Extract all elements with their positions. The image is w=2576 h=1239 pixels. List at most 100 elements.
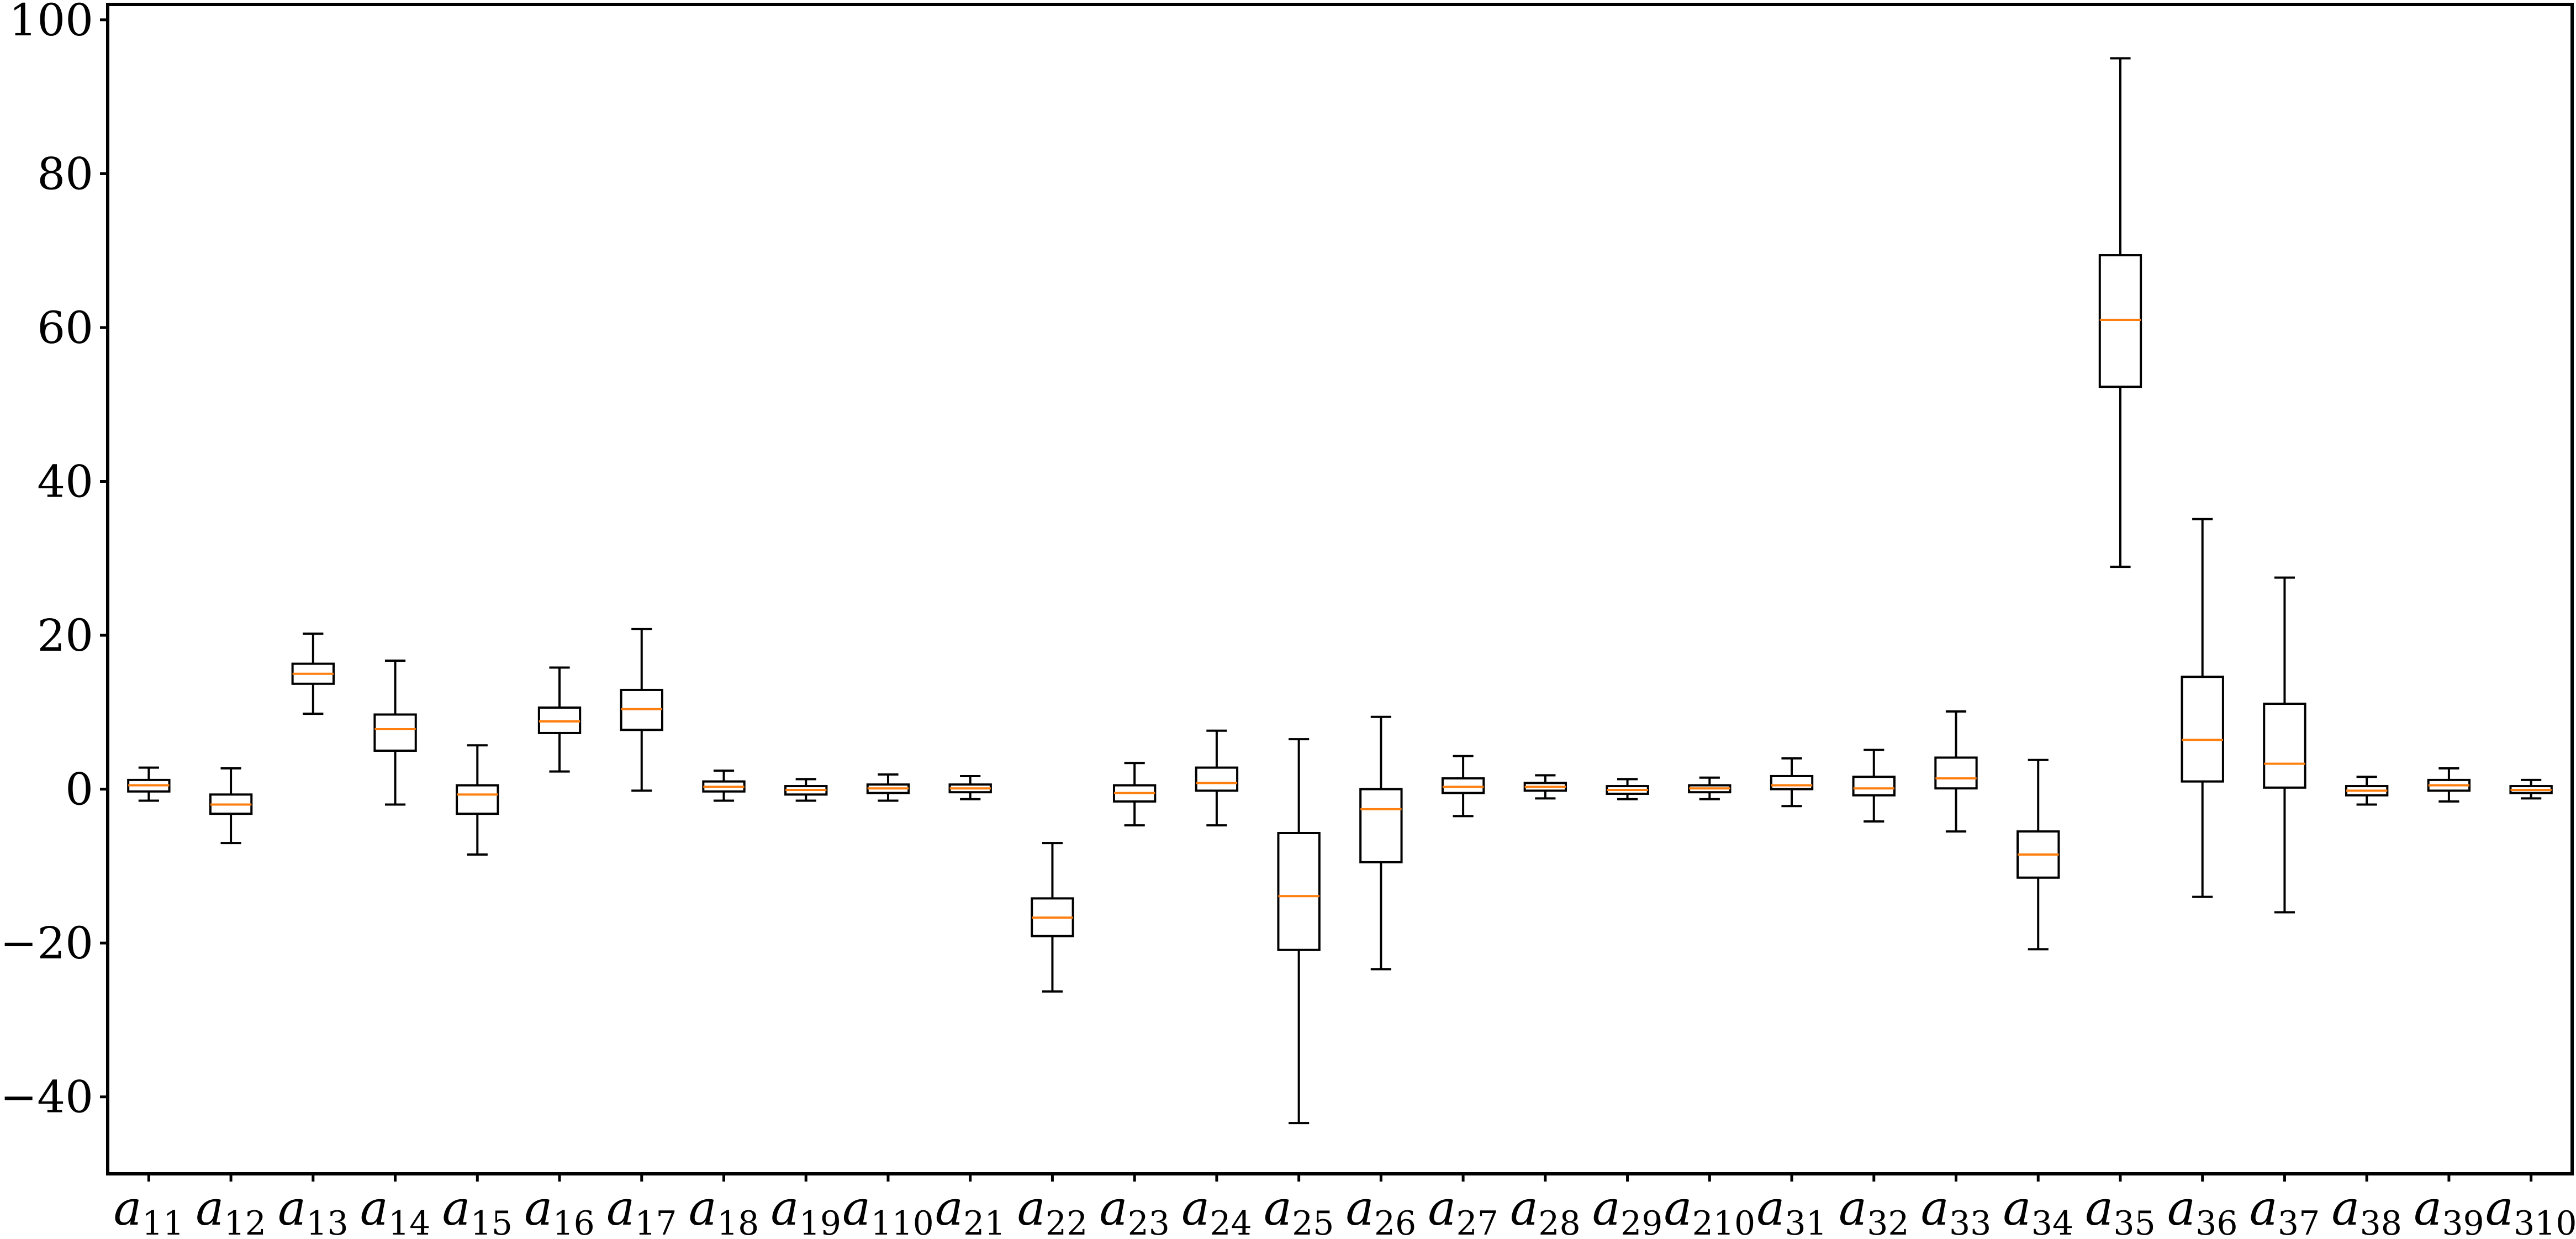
x-tick-label-base: a	[2003, 1181, 2031, 1236]
x-tick-label-subscript: 36	[2195, 1204, 2237, 1239]
box-a37	[2263, 576, 2306, 914]
iqr-box	[1277, 832, 1321, 951]
box-a21	[948, 774, 992, 800]
x-tick-label: a24	[1181, 1181, 1252, 1239]
box-a22	[1031, 842, 1074, 993]
x-tick-label: a36	[2167, 1181, 2238, 1239]
x-tick-label-base: a	[770, 1181, 799, 1236]
x-tick-label: a18	[689, 1181, 759, 1239]
x-tick-label-base: a	[2485, 1181, 2514, 1236]
x-tick-label: a12	[196, 1181, 266, 1239]
x-tick-label-base: a	[1510, 1181, 1538, 1236]
x-tick-label-base: a	[2414, 1181, 2442, 1236]
iqr-box	[1359, 788, 1403, 863]
x-tick-label-subscript: 310	[2514, 1204, 2576, 1239]
x-tick-label: a14	[360, 1181, 431, 1239]
x-tick-label-base: a	[1346, 1181, 1374, 1236]
box-a110	[866, 773, 910, 802]
plot-marks	[127, 57, 2553, 1125]
box-a15	[456, 744, 499, 856]
iqr-box	[1441, 777, 1485, 794]
x-tick-label: a15	[442, 1181, 513, 1239]
x-tick-label-base: a	[1181, 1181, 1210, 1236]
x-tick-label-subscript: 16	[552, 1204, 594, 1239]
x-tick-label: a29	[1592, 1181, 1663, 1239]
x-tick-label-subscript: 19	[799, 1204, 841, 1239]
iqr-box	[1195, 766, 1239, 792]
x-tick-label-subscript: 33	[1949, 1204, 1991, 1239]
iqr-box	[2263, 703, 2306, 789]
box-a19	[784, 778, 828, 802]
iqr-box	[2181, 676, 2224, 783]
x-tick-label-subscript: 15	[471, 1204, 513, 1239]
iqr-box	[456, 784, 499, 815]
x-tick-label-base: a	[2167, 1181, 2195, 1236]
box-a11	[127, 766, 171, 802]
y-tick-label: −20	[0, 918, 93, 969]
x-tick-label-base: a	[1921, 1181, 1949, 1236]
x-tick-label: a27	[1428, 1181, 1498, 1239]
y-tick-label: 40	[37, 456, 93, 508]
y-tick-label: −40	[0, 1072, 93, 1123]
x-tick-label: a110	[842, 1181, 934, 1239]
box-a16	[537, 666, 582, 773]
box-a31	[1770, 757, 1814, 808]
x-tick-label: a19	[770, 1181, 841, 1239]
box-a33	[1934, 710, 1978, 833]
iqr-box	[2098, 254, 2142, 388]
x-tick-label-subscript: 34	[2031, 1204, 2073, 1239]
x-tick-label-subscript: 110	[870, 1204, 934, 1239]
x-tick-label-subscript: 25	[1292, 1204, 1334, 1239]
y-tick-label: 100	[9, 0, 93, 46]
x-tick-label-subscript: 26	[1374, 1204, 1416, 1239]
x-tick-label-base: a	[2250, 1181, 2278, 1236]
x-tick-label-base: a	[278, 1181, 306, 1236]
x-tick-label-subscript: 210	[1692, 1204, 1756, 1239]
box-a25	[1277, 738, 1321, 1125]
x-tick-label: a26	[1346, 1181, 1417, 1239]
iqr-box	[373, 713, 417, 752]
x-tick-label: a310	[2485, 1181, 2576, 1239]
iqr-box	[537, 706, 582, 734]
box-a12	[209, 767, 253, 845]
x-tick-label-base: a	[1592, 1181, 1620, 1236]
box-a310	[2509, 778, 2553, 800]
x-axis: a11 a12 a13 a14 a15 a16 a17 a18 a19 a110 a21 a22 a23…	[114, 1174, 2576, 1239]
x-tick-label-base: a	[360, 1181, 388, 1236]
x-tick-label-base: a	[114, 1181, 142, 1236]
x-tick-label-base: a	[1839, 1181, 1867, 1236]
iqr-box	[1770, 774, 1814, 790]
x-tick-label: a210	[1664, 1181, 1755, 1239]
y-axis: −40 −20 0 20 40 60 80 100	[0, 0, 108, 1123]
iqr-box	[1934, 756, 1978, 790]
box-a210	[1688, 776, 1732, 800]
x-tick-label-subscript: 39	[2442, 1204, 2484, 1239]
x-tick-label-subscript: 21	[963, 1204, 1005, 1239]
box-a27	[1441, 755, 1485, 818]
box-a32	[1852, 748, 1896, 823]
x-tick-label-base: a	[1756, 1181, 1785, 1236]
x-tick-label: a16	[524, 1181, 595, 1239]
box-a35	[2098, 57, 2142, 568]
x-tick-label: a39	[2414, 1181, 2484, 1239]
x-tick-label-base: a	[196, 1181, 224, 1236]
x-tick-label: a37	[2250, 1181, 2320, 1239]
box-a34	[2017, 758, 2060, 951]
x-tick-label: a33	[1921, 1181, 1992, 1239]
box-a29	[1606, 778, 1649, 800]
x-tick-label: a23	[1099, 1181, 1170, 1239]
y-tick-label: 20	[37, 610, 93, 661]
x-tick-label-subscript: 28	[1538, 1204, 1580, 1239]
x-tick-label-subscript: 27	[1456, 1204, 1498, 1239]
box-a17	[620, 628, 663, 792]
iqr-box	[1852, 776, 1896, 797]
box-a14	[373, 660, 417, 806]
box-a39	[2427, 767, 2471, 803]
box-a23	[1112, 762, 1157, 827]
box-a26	[1359, 715, 1403, 971]
x-tick-label: a35	[2085, 1181, 2156, 1239]
x-tick-label: a13	[278, 1181, 349, 1239]
x-tick-label-base: a	[442, 1181, 470, 1236]
x-tick-label: a32	[1839, 1181, 1909, 1239]
